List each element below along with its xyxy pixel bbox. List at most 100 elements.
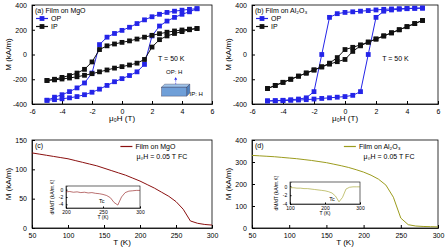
y-tick: -2: [59, 194, 68, 200]
series-line: [252, 155, 438, 227]
y-tick: 0: [243, 51, 255, 58]
x-tick-mark: [345, 101, 346, 104]
marker: [75, 94, 80, 99]
marker: [281, 80, 286, 85]
legend-entry: IP: [256, 23, 278, 30]
sample-front: [162, 87, 187, 96]
marker: [327, 15, 332, 20]
marker: [312, 89, 317, 94]
y-tick-mark: [252, 79, 255, 80]
y-tick-mark: [32, 199, 35, 200]
marker: [397, 27, 402, 32]
legend-label: OP: [271, 15, 281, 22]
x-tick: 300: [356, 203, 365, 212]
x-tick-mark: [92, 101, 93, 104]
marker: [412, 6, 417, 11]
x-tick: 6: [211, 101, 215, 115]
marker: [195, 26, 200, 31]
y-tick-label: 400: [235, 137, 247, 144]
x-tick: 4: [406, 101, 410, 115]
y-tick-label: 150: [15, 137, 27, 144]
marker: [120, 28, 125, 33]
y-tick-mark: [32, 5, 35, 6]
marker: [389, 8, 394, 13]
x-tick-mark: [152, 101, 153, 104]
y-tick-label: -400: [13, 101, 27, 108]
marker: [288, 98, 293, 103]
x-tick-label: 100: [63, 232, 75, 239]
series-line: [268, 20, 423, 88]
marker: [366, 52, 371, 57]
plot-area: [290, 187, 360, 202]
x-tick-mark: [122, 101, 123, 104]
panel: 501001502002503000100200300400T (K)M (kA…: [224, 137, 444, 247]
x-tick-label: 100: [286, 205, 295, 211]
y-tick-label: -200: [233, 76, 247, 83]
marker: [97, 47, 102, 52]
x-tick-label: 250: [171, 232, 183, 239]
marker: [180, 12, 185, 17]
x-axis-title: T (K): [113, 238, 131, 247]
marker: [120, 40, 125, 45]
x-tick-label: 2: [375, 108, 379, 115]
x-tick-mark: [325, 203, 326, 205]
marker: [157, 24, 162, 29]
y-tick-label: 200: [235, 26, 247, 33]
marker: [374, 8, 379, 13]
marker: [142, 62, 147, 67]
marker: [157, 31, 162, 36]
x-tick: -2: [311, 101, 317, 115]
marker: [358, 9, 363, 14]
marker: [187, 27, 192, 32]
marker: [142, 17, 147, 22]
x-tick-label: -4: [280, 108, 286, 115]
x-tick-label: 200: [135, 232, 147, 239]
y-tick-mark: [252, 104, 255, 105]
marker: [135, 21, 140, 26]
marker: [90, 90, 95, 95]
legend-marker: [260, 16, 265, 21]
marker: [405, 24, 410, 29]
y-tick-label: 100: [235, 203, 247, 210]
y-axis-line: [253, 6, 256, 105]
y-tick-mark: [252, 184, 255, 185]
y-tick-mark: [32, 228, 35, 229]
y-tick-mark: [252, 5, 255, 6]
marker: [319, 64, 324, 69]
marker: [180, 8, 185, 13]
annotation: T = 50 K: [158, 55, 185, 62]
legend-entry: Film on MgO: [120, 143, 176, 151]
x-axis-line: [253, 101, 439, 105]
marker: [127, 73, 132, 78]
marker: [82, 92, 87, 97]
y-tick: 400: [15, 2, 35, 9]
marker: [405, 6, 410, 11]
annotation: Tc: [99, 198, 105, 204]
x-tick: 250: [171, 225, 183, 239]
x-axis-line: [33, 225, 213, 229]
x-tick: 150: [99, 225, 111, 239]
annotation: Tc: [329, 196, 335, 202]
marker: [366, 8, 371, 13]
marker: [150, 34, 155, 39]
y-tick-mark: [32, 169, 35, 170]
x-tick-label: 150: [321, 232, 333, 239]
plot-frame: [252, 140, 438, 228]
y-tick-label: -4: [283, 201, 288, 207]
marker: [296, 98, 301, 103]
y-tick-label: 0: [23, 51, 27, 58]
marker: [335, 59, 340, 64]
y-tick-label: 400: [235, 2, 247, 9]
marker: [135, 69, 140, 74]
x-tick-label: 2: [151, 108, 155, 115]
x-tick-label: 150: [99, 232, 111, 239]
marker: [97, 87, 102, 92]
y-tick-mark: [290, 204, 292, 205]
plot-area: [66, 190, 140, 205]
marker: [288, 77, 293, 82]
marker: [350, 49, 355, 54]
marker: [105, 68, 110, 73]
y-axis: 0100200300400: [235, 137, 255, 232]
marker: [60, 92, 65, 97]
legend-label: Film on MgO: [135, 143, 176, 151]
